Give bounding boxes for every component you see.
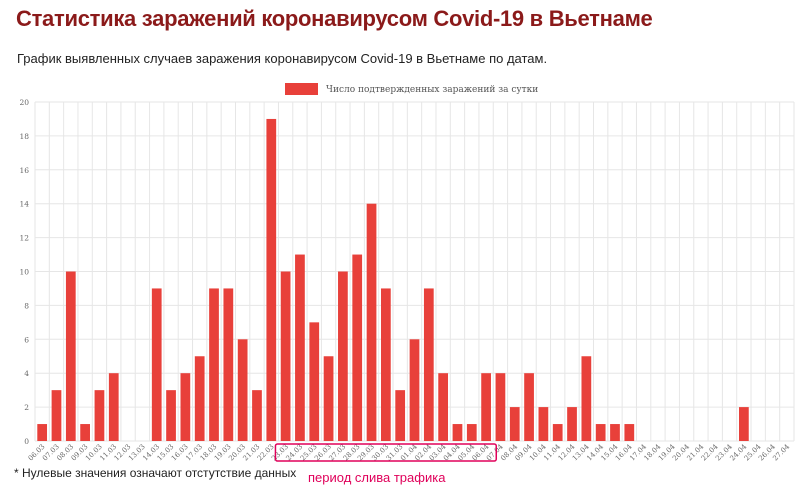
bar (51, 390, 62, 441)
y-tick-label: 16 (19, 166, 29, 175)
bar (409, 339, 420, 441)
y-tick-label: 12 (19, 234, 29, 243)
highlight-period-box (274, 443, 498, 462)
y-tick-label: 8 (24, 301, 29, 310)
bar (595, 424, 606, 441)
y-tick-label: 10 (19, 268, 29, 277)
bar (338, 271, 348, 441)
bar (581, 356, 592, 441)
y-tick-label: 0 (24, 437, 29, 446)
bar (151, 288, 162, 441)
y-tick-label: 2 (24, 403, 29, 412)
bar (166, 390, 176, 441)
bar (295, 254, 305, 441)
y-tick-label: 6 (24, 335, 29, 344)
page-title: Статистика заражений коронавирусом Covid… (16, 6, 653, 31)
bar (509, 407, 520, 441)
bar (266, 118, 277, 441)
bar (538, 407, 549, 441)
bar (252, 390, 262, 441)
bar (37, 424, 48, 441)
bar (524, 373, 534, 441)
bar (481, 373, 491, 441)
y-tick-label: 20 (19, 98, 29, 107)
bar (495, 373, 506, 441)
bar (423, 288, 434, 441)
bar (352, 254, 363, 441)
bar (610, 424, 620, 441)
y-tick-label: 4 (24, 369, 29, 378)
bar (466, 424, 477, 441)
highlight-period-label: период слива трафика (308, 470, 446, 485)
bar (94, 390, 105, 441)
bar (194, 356, 205, 441)
legend-swatch (285, 83, 318, 95)
bar (209, 288, 219, 441)
bar (108, 373, 119, 441)
bar (567, 407, 577, 441)
bar-chart: 0246810121416182006.0307.0308.0309.0310.… (19, 83, 795, 463)
bar (739, 407, 749, 441)
bar (280, 271, 291, 441)
bar (395, 390, 406, 441)
bar (323, 356, 334, 441)
legend-label: Число подтвержденных заражений за сутки (326, 85, 538, 95)
page-subtitle: График выявленных случаев заражения коро… (17, 51, 548, 66)
bar (624, 424, 635, 441)
x-tick-label: 27.04 (771, 442, 791, 462)
bar (309, 322, 320, 441)
bar (80, 424, 90, 441)
bar (552, 424, 563, 441)
y-tick-label: 14 (19, 200, 29, 209)
bar (65, 271, 76, 441)
bar (380, 288, 391, 441)
bar (438, 373, 449, 441)
bar (452, 424, 463, 441)
footnote: * Нулевые значения означают отстутствие … (14, 466, 297, 480)
bar (237, 339, 248, 441)
bar (180, 373, 191, 441)
bar (366, 203, 377, 441)
bar (223, 288, 234, 441)
y-tick-label: 18 (19, 132, 29, 141)
